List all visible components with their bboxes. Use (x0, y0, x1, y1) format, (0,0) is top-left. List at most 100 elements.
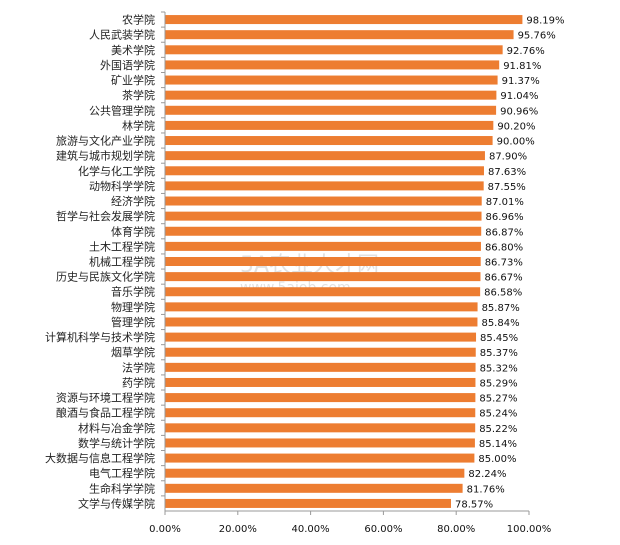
bar (165, 423, 476, 433)
bar-group: 经济学院 87.01% (111, 194, 524, 208)
bar (165, 332, 477, 342)
category-label: 药学院 (122, 375, 155, 389)
category-label: 生命科学学院 (89, 481, 155, 495)
bar (165, 211, 482, 221)
data-label: 91.37% (502, 76, 540, 87)
category-label: 动物科学学院 (89, 179, 155, 193)
category-label: 旅游与文化产业学院 (56, 134, 155, 148)
category-label: 公共管理学院 (89, 103, 155, 117)
bar-group: 建筑与城市规划学院 87.90% (56, 149, 527, 163)
bar-group: 体育学院 86.87% (111, 224, 523, 238)
bar (165, 181, 484, 191)
data-label: 86.96% (486, 212, 524, 223)
data-label: 98.19% (526, 16, 564, 27)
category-label: 物理学院 (111, 300, 155, 314)
category-label: 资源与环境工程学院 (56, 391, 155, 405)
x-tick-label: 60.00% (364, 524, 402, 535)
bar (165, 241, 481, 251)
data-label: 85.27% (479, 394, 517, 405)
bar-group: 外国语学院 91.81% (100, 58, 541, 72)
bar-group: 哲学与社会发展学院 86.96% (56, 209, 524, 223)
bar-group: 法学院 85.32% (122, 360, 518, 374)
bar-group: 公共管理学院 90.96% (89, 103, 538, 117)
data-label: 92.76% (507, 46, 545, 57)
bar (165, 45, 503, 55)
bar (165, 90, 497, 100)
category-label: 电气工程学院 (89, 466, 155, 480)
category-label: 大数据与信息工程学院 (45, 451, 155, 465)
bar-group: 计算机科学与技术学院 85.45% (45, 330, 518, 344)
bar-group: 机械工程学院 86.73% (89, 255, 523, 269)
bar-group: 材料与冶金学院 85.22% (78, 421, 517, 435)
bar (165, 272, 481, 282)
bar (165, 468, 465, 478)
bar-group: 林学院 90.20% (122, 118, 535, 132)
bar-group: 资源与环境工程学院 85.27% (56, 391, 518, 405)
bar (165, 347, 476, 357)
bar (165, 317, 478, 327)
bar (165, 136, 493, 146)
bar-group: 电气工程学院 82.24% (89, 466, 506, 480)
data-label: 82.24% (468, 469, 506, 480)
bar-group: 农学院 98.19% (122, 13, 565, 27)
data-label: 90.20% (497, 121, 535, 132)
data-label: 86.67% (484, 273, 522, 284)
bar-group: 化学与化工学院 87.63% (78, 164, 526, 178)
data-label: 86.73% (485, 258, 523, 269)
category-label: 化学与化工学院 (78, 164, 155, 178)
category-label: 酿酒与食品工程学院 (56, 406, 155, 420)
category-label: 建筑与城市规划学院 (56, 149, 155, 163)
bar (165, 438, 475, 448)
data-label: 86.87% (485, 227, 523, 238)
data-label: 78.57% (455, 499, 493, 510)
bar-group: 大数据与信息工程学院 85.00% (45, 451, 517, 465)
category-label: 计算机科学与技术学院 (45, 330, 155, 344)
data-label: 86.80% (485, 242, 523, 253)
category-label: 文学与传媒学院 (78, 496, 155, 510)
data-label: 85.14% (479, 439, 517, 450)
data-label: 85.00% (478, 454, 516, 465)
data-label: 85.37% (480, 348, 518, 359)
x-tick-label: 20.00% (219, 524, 257, 535)
bar (165, 30, 514, 40)
bar (165, 302, 478, 312)
data-label: 85.22% (479, 424, 517, 435)
category-label: 哲学与社会发展学院 (56, 209, 155, 223)
data-label: 85.45% (480, 333, 518, 344)
category-label: 林学院 (122, 118, 155, 132)
bar-group: 音乐学院 86.58% (111, 285, 522, 299)
bar-group: 数学与统计学院 85.14% (78, 436, 517, 450)
data-label: 91.81% (503, 61, 541, 72)
category-label: 经济学院 (111, 194, 155, 208)
data-label: 87.63% (488, 167, 526, 178)
bar-group: 动物科学学院 87.55% (89, 179, 526, 193)
bar-group: 文学与传媒学院 78.57% (78, 496, 493, 510)
category-label: 外国语学院 (100, 58, 155, 72)
bar (165, 75, 498, 85)
data-label: 85.29% (479, 378, 517, 389)
bar (165, 151, 485, 161)
category-label: 人民武装学院 (89, 28, 155, 42)
category-label: 材料与冶金学院 (78, 421, 155, 435)
bar-group: 酿酒与食品工程学院 85.24% (56, 406, 517, 420)
category-label: 机械工程学院 (89, 255, 155, 269)
bar (165, 105, 497, 115)
data-label: 90.96% (500, 106, 538, 117)
bar (165, 166, 484, 176)
data-label: 87.01% (486, 197, 524, 208)
x-tick-label: 80.00% (437, 524, 475, 535)
category-label: 农学院 (122, 13, 155, 27)
bar-group: 烟草学院 85.37% (111, 345, 518, 359)
data-label: 85.32% (480, 363, 518, 374)
bar (165, 408, 476, 418)
bar-group: 物理学院 85.87% (111, 300, 520, 314)
data-label: 85.87% (482, 303, 520, 314)
x-tick-label: 0.00% (149, 524, 181, 535)
data-label: 87.55% (488, 182, 526, 193)
bar (165, 120, 494, 130)
bar-group: 土木工程学院 86.80% (89, 239, 523, 253)
x-tick-label: 100.00% (507, 524, 552, 535)
category-label: 烟草学院 (111, 345, 155, 359)
bar (165, 15, 523, 25)
